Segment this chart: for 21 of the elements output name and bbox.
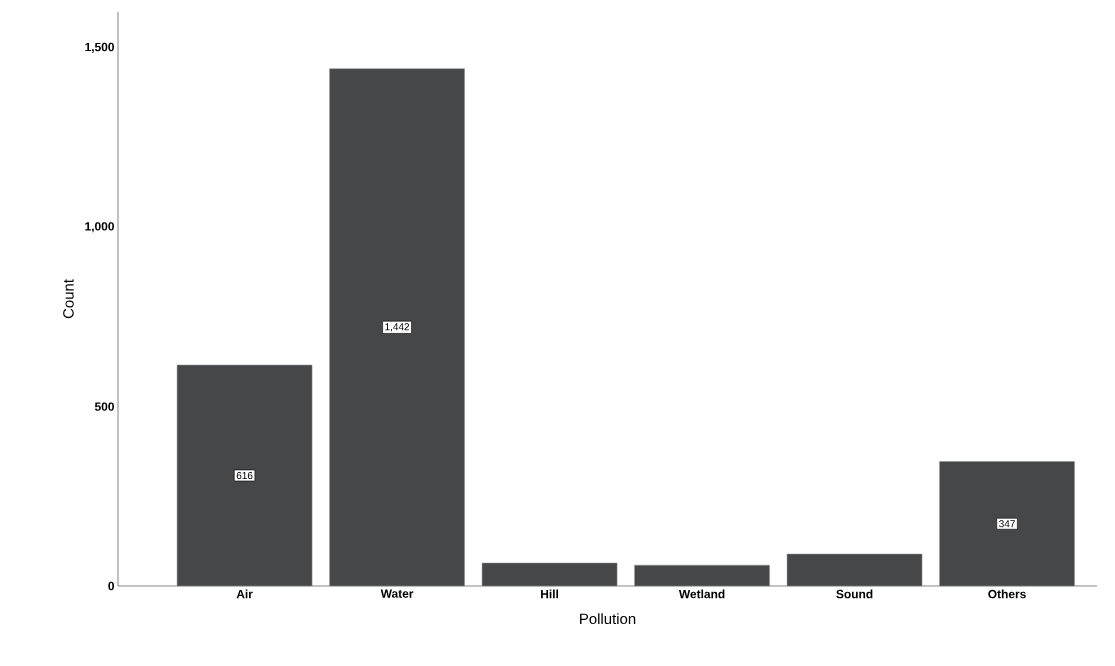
y-tick-label: 1,500 xyxy=(85,42,114,53)
data-label: 347 xyxy=(999,520,1015,528)
x-tick-label: Sound xyxy=(836,589,873,599)
x-tick-label: Others xyxy=(988,589,1026,599)
x-tick-label: Air xyxy=(236,589,253,599)
x-tick-label: Water xyxy=(380,589,414,598)
bar xyxy=(939,461,1075,587)
bar xyxy=(634,564,770,587)
bar xyxy=(329,68,465,587)
bar xyxy=(176,364,313,587)
x-axis-title: Pollution xyxy=(580,613,636,625)
data-label: 1,442 xyxy=(385,323,410,332)
x-tick-label: Hill xyxy=(541,589,559,599)
y-axis-title: Count xyxy=(63,279,74,319)
y-tick-label: 0 xyxy=(108,581,114,591)
y-tick-label: 1,000 xyxy=(85,222,114,233)
x-tick-label: Wetland xyxy=(678,589,725,599)
data-label: 616 xyxy=(236,471,253,480)
bar xyxy=(786,553,923,587)
y-tick-label: 500 xyxy=(94,402,114,411)
bar xyxy=(481,562,618,587)
